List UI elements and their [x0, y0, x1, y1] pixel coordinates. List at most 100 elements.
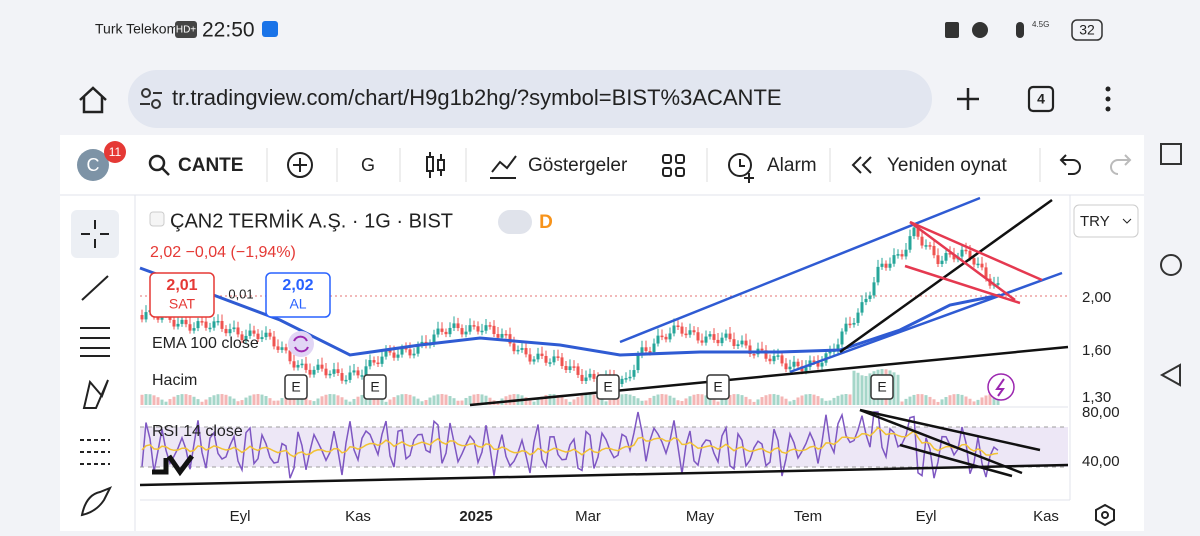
- volume-bar: [656, 394, 660, 405]
- indicators-icon[interactable]: [490, 155, 517, 179]
- currency-select[interactable]: [1073, 204, 1139, 238]
- lightning[interactable]: [987, 373, 1015, 401]
- candle: [184, 319, 188, 325]
- candle: [788, 366, 792, 370]
- replay-icon[interactable]: [851, 156, 872, 174]
- volume-bar: [320, 396, 324, 405]
- event-label: E: [291, 379, 300, 395]
- volume-bar: [828, 400, 832, 405]
- address-bar[interactable]: [128, 70, 932, 128]
- volume-bar: [864, 375, 868, 405]
- volume-bar: [904, 398, 908, 405]
- volume-bar: [440, 394, 444, 405]
- candle: [804, 367, 808, 372]
- tabs-button[interactable]: [1027, 85, 1055, 113]
- candle: [348, 372, 352, 380]
- volume-bar: [580, 395, 584, 405]
- candle: [620, 378, 624, 385]
- volume-bar: [268, 398, 272, 405]
- volume-bar: [612, 397, 616, 405]
- undo[interactable]: [1059, 154, 1081, 175]
- volume-bar: [192, 396, 196, 405]
- add-compare[interactable]: [287, 152, 313, 178]
- fib-tool[interactable]: [80, 327, 110, 357]
- volume-bar: [528, 399, 532, 405]
- carrier: Turk Telekom: [95, 21, 178, 37]
- site-info-icon[interactable]: [140, 88, 162, 109]
- chart-type[interactable]: [426, 152, 445, 178]
- volume-bar: [484, 395, 488, 405]
- redo[interactable]: [1110, 154, 1132, 175]
- volume-bar: [164, 401, 168, 405]
- volume-bar: [816, 396, 820, 405]
- chart-settings[interactable]: [1095, 503, 1115, 527]
- indicators[interactable]: Göstergeler: [528, 155, 628, 176]
- candle: [276, 346, 280, 350]
- volume-bar: [640, 400, 644, 405]
- candle: [244, 335, 248, 340]
- volume-bar: [680, 401, 684, 405]
- prediction-tool[interactable]: [80, 439, 110, 465]
- buy-button[interactable]: [265, 272, 331, 318]
- candle: [340, 373, 344, 381]
- candle: [280, 347, 284, 350]
- volume-bar: [592, 394, 596, 405]
- new-tab[interactable]: [957, 88, 979, 110]
- volume-bar: [764, 395, 768, 405]
- menu-button[interactable]: [1105, 86, 1111, 112]
- candle: [516, 349, 520, 352]
- ema-refresh[interactable]: [293, 335, 309, 353]
- candle: [460, 328, 464, 335]
- volume-bar: [360, 394, 364, 405]
- search-icon[interactable]: [148, 154, 170, 176]
- volume-bar: [980, 397, 984, 405]
- visibility-toggle[interactable]: [498, 210, 532, 234]
- volume-bar: [824, 400, 828, 405]
- volume-bar: [944, 396, 948, 405]
- candle: [284, 347, 288, 351]
- candle: [360, 375, 364, 377]
- web-page: [60, 135, 1144, 531]
- candle: [768, 358, 772, 362]
- crosshair-tool-bg[interactable]: [71, 210, 119, 258]
- volume-bar: [272, 400, 276, 405]
- volume-bar: [212, 395, 216, 405]
- time-label: May: [686, 508, 715, 525]
- candle: [820, 362, 824, 367]
- candle: [624, 378, 628, 380]
- candle: [896, 254, 900, 256]
- pattern-tool[interactable]: [82, 379, 109, 409]
- volume-bar: [540, 396, 544, 405]
- interval[interactable]: G: [361, 155, 375, 175]
- rsi-trend-lines: [139, 408, 1069, 487]
- home-button[interactable]: [79, 86, 107, 114]
- brush-tool[interactable]: [80, 486, 113, 517]
- candle: [308, 369, 312, 375]
- volume-bar: [172, 396, 176, 405]
- candle: [504, 333, 508, 336]
- candle: [216, 320, 220, 323]
- candle: [568, 366, 572, 371]
- trendline-tool[interactable]: [81, 275, 109, 301]
- volume-bar: [728, 394, 732, 405]
- alarm-icon[interactable]: [728, 153, 754, 183]
- recents[interactable]: [1160, 143, 1182, 165]
- event-marker: [284, 374, 308, 400]
- home[interactable]: [1160, 254, 1182, 276]
- symbol[interactable]: CANTE: [178, 155, 243, 176]
- replay[interactable]: Yeniden oynat: [887, 155, 1007, 176]
- candle: [352, 370, 356, 373]
- crosshair-tool[interactable]: [81, 220, 109, 248]
- alarm[interactable]: Alarm: [767, 155, 817, 176]
- candle: [300, 363, 304, 366]
- sell-button[interactable]: [149, 272, 215, 318]
- ema-refresh-bg[interactable]: [288, 331, 314, 357]
- avatar[interactable]: [77, 149, 109, 181]
- volume-label: Hacim: [152, 372, 197, 389]
- volume-bar: [576, 397, 580, 405]
- back[interactable]: [1159, 363, 1181, 387]
- volume-bar: [328, 394, 332, 405]
- layouts[interactable]: [662, 154, 685, 177]
